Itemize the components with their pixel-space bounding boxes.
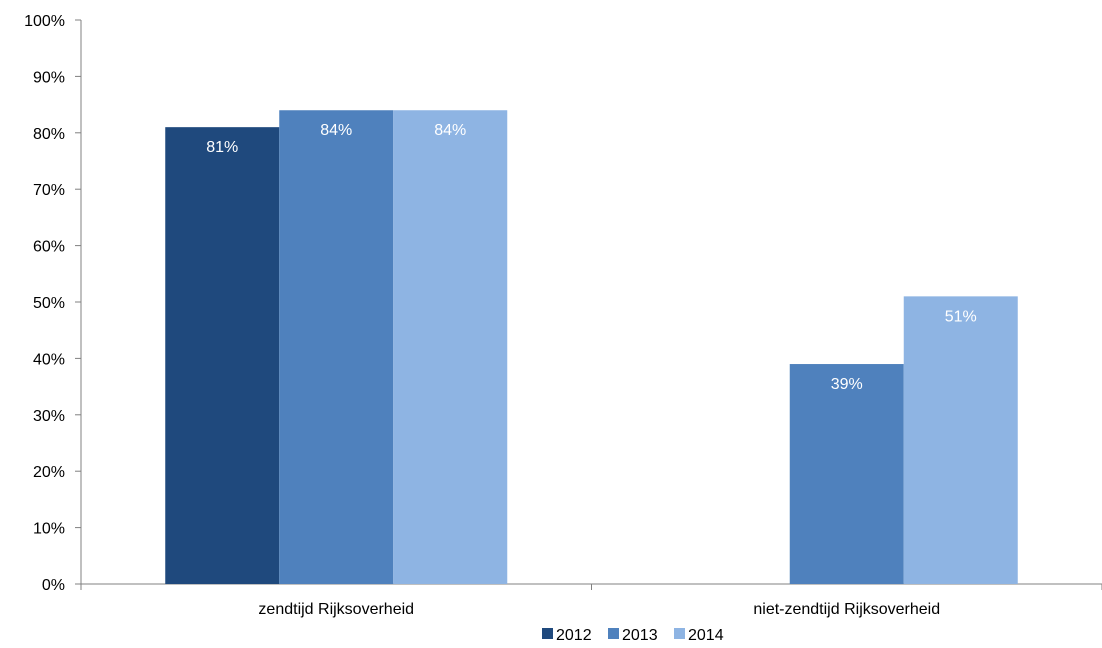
data-label: 84% (320, 122, 352, 139)
data-label: 84% (434, 122, 466, 139)
y-tick-label: 50% (33, 295, 65, 312)
data-label: 81% (206, 139, 238, 156)
legend-label: 2013 (622, 627, 658, 644)
legend-swatch-2012 (542, 628, 553, 639)
bar-2013-1 (279, 110, 394, 585)
y-tick-label: 30% (33, 408, 65, 425)
data-labels: 81% 84% 39% 84% 51% (206, 122, 977, 393)
y-tick-label: 90% (33, 69, 65, 86)
legend-label: 2014 (688, 627, 724, 644)
category-label: niet-zendtijd Rijksoverheid (753, 601, 940, 618)
data-label: 39% (831, 376, 863, 393)
x-axis: zendtijd Rijksoverheid niet-zendtijd Rijk… (80, 583, 1102, 618)
y-tick-label: 0% (42, 577, 65, 594)
y-axis: 0% 10% 20% 30% 40% 50% 60% 70% 80% 90% 100% (24, 13, 82, 594)
y-tick-label: 70% (33, 182, 65, 199)
y-tick-label: 100% (24, 13, 65, 30)
legend: 2012 2013 2014 (542, 627, 724, 644)
bar-2012-1 (165, 127, 280, 584)
legend-label: 2012 (556, 627, 592, 644)
bars (165, 110, 1018, 585)
legend-swatch-2014 (674, 628, 685, 639)
y-tick-label: 40% (33, 351, 65, 368)
y-tick-label: 10% (33, 521, 65, 538)
legend-swatch-2013 (608, 628, 619, 639)
bar-2014-2 (903, 296, 1018, 584)
category-label: zendtijd Rijksoverheid (258, 601, 414, 618)
y-tick-label: 60% (33, 239, 65, 256)
data-label: 51% (945, 308, 977, 325)
bar-2013-2 (789, 364, 904, 584)
bar-2014-1 (393, 110, 508, 585)
y-tick-label: 20% (33, 464, 65, 481)
y-tick-label: 80% (33, 126, 65, 143)
